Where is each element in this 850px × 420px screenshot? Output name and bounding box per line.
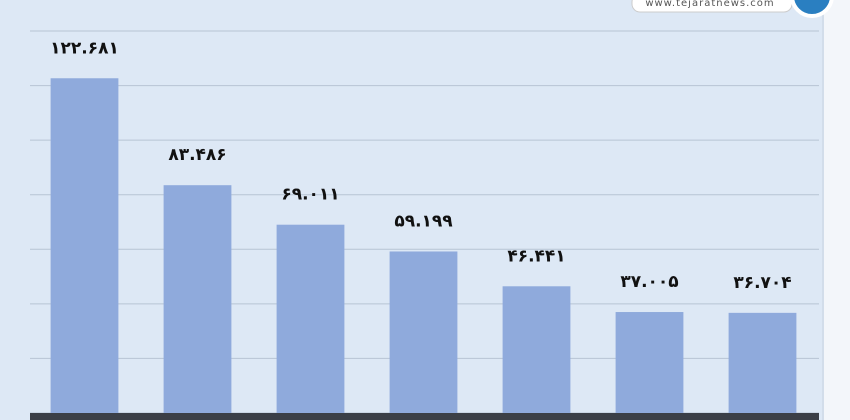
bar [389,251,458,413]
value-label: ۳۷.۰۰۵ [620,272,678,292]
value-label: ۶۹.۰۱۱ [281,185,339,205]
bar [502,286,571,413]
value-label: ۳۶.۷۰۴ [733,273,791,293]
bar [276,224,345,413]
bar [728,312,797,413]
watermark: www.tejaratnews.com [645,0,774,9]
side-panel [824,0,850,420]
x-axis [30,413,819,420]
value-label: ۸۳.۴۸۶ [168,145,226,165]
bar [163,185,232,413]
bar [50,78,119,413]
value-label: ۴۶.۴۴۱ [507,246,565,266]
value-label: ۵۹.۱۹۹ [394,211,453,231]
value-label: ۱۲۲.۶۸۱ [50,38,119,58]
watermark-logo [790,0,834,18]
bar [615,312,684,413]
